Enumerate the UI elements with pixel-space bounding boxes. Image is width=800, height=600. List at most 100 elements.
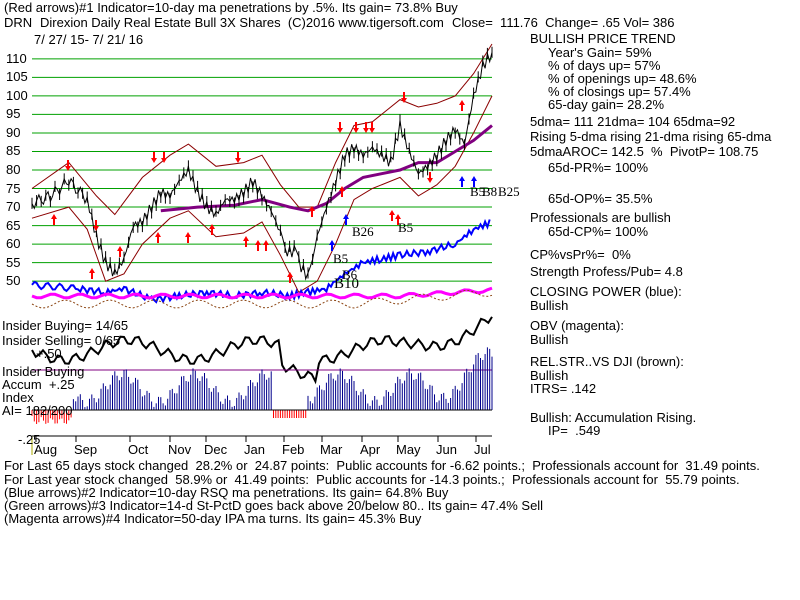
buy-arrow bbox=[459, 176, 465, 187]
buy-arrow bbox=[51, 214, 57, 225]
sell-arrow bbox=[151, 152, 157, 163]
x-month-label: Sep bbox=[74, 442, 98, 457]
insider-buying-label: Insider Buying bbox=[2, 364, 85, 379]
sell-arrow bbox=[363, 122, 369, 133]
y-tick-label: 95 bbox=[6, 106, 21, 122]
footer-magenta-arrows: (Magenta arrows)#4 Indicator=50-day IPA … bbox=[4, 511, 422, 526]
buy-arrow bbox=[243, 236, 249, 247]
y-tick-label: 110 bbox=[6, 50, 27, 66]
x-month-label: Dec bbox=[204, 442, 228, 457]
indicator-panels bbox=[31, 286, 493, 424]
y-tick-label: 80 bbox=[6, 162, 21, 177]
date-range: 7/ 27/ 15- 7/ 21/ 16 bbox=[34, 32, 144, 47]
footer-year-change: For Last year stock changed 58.9% or 41.… bbox=[4, 472, 740, 487]
y-tick-label: 70 bbox=[6, 199, 21, 215]
sell-arrow bbox=[93, 220, 99, 231]
sell-arrow bbox=[65, 160, 71, 171]
x-month-label: Jun bbox=[436, 442, 457, 457]
y-tick-label: 90 bbox=[6, 124, 21, 140]
buy-arrow bbox=[309, 206, 315, 217]
buy-arrow bbox=[255, 240, 261, 251]
y-tick-label: 55 bbox=[6, 254, 21, 270]
closing-power-value: Bullish bbox=[530, 298, 569, 313]
cp-percent: 65d-CP%= 100% bbox=[548, 224, 649, 239]
buy-arrow bbox=[389, 210, 395, 221]
moving-averages: 5dma= 111 21dma= 104 65dma=92 bbox=[530, 114, 736, 129]
buy-arrow bbox=[263, 240, 269, 251]
y-tick-label: 65 bbox=[6, 217, 21, 233]
buy-arrow bbox=[395, 214, 401, 225]
professionals-status: Professionals are bullish bbox=[530, 210, 671, 225]
buy-arrow bbox=[287, 272, 293, 283]
buy-arrow bbox=[339, 186, 345, 197]
obv-line bbox=[31, 286, 493, 300]
buy-arrow bbox=[155, 232, 161, 243]
chart-series bbox=[31, 43, 493, 304]
pr-percent: 65d-PR%= 100% bbox=[548, 160, 649, 175]
buy-arrow bbox=[209, 224, 215, 235]
x-month-label: Aug bbox=[34, 442, 58, 457]
buy-arrow bbox=[117, 246, 123, 257]
x-month-label: Feb bbox=[282, 442, 305, 457]
sell-arrow bbox=[427, 172, 433, 183]
stat-65day-gain: 65-day gain= 28.2% bbox=[548, 97, 665, 112]
annotation-b5-c: B5 bbox=[470, 184, 486, 199]
itrs-value: ITRS= .142 bbox=[530, 381, 597, 396]
closing-power-line bbox=[31, 218, 491, 304]
footer-green-arrows: (Green arrows)#3 Indicator=14-d St-PctD … bbox=[4, 498, 544, 513]
header-indicator-1: (Red arrows)#1 Indicator=10-day ma penet… bbox=[4, 0, 458, 15]
y-tick-label: 85 bbox=[6, 143, 21, 159]
obv-label: OBV (magenta): bbox=[530, 318, 624, 333]
y-tick-label: 60 bbox=[6, 236, 21, 252]
stat-days-up: % of days up= 57% bbox=[548, 58, 661, 73]
x-month-label: Jul bbox=[474, 442, 491, 457]
buy-arrow bbox=[329, 240, 335, 251]
aroc-pivot: 5dmaAROC= 142.5 % PivotP= 108.75 bbox=[530, 144, 759, 159]
cp-vs-pr: CP%vsPr%= 0% bbox=[530, 247, 631, 262]
trend-title: BULLISH PRICE TREND bbox=[530, 31, 676, 46]
annotation-b26: B26 bbox=[352, 224, 374, 239]
accumulation-status: Bullish: Accumulation Rising. bbox=[530, 410, 697, 425]
y-tick-label: 100 bbox=[6, 87, 28, 103]
buy-arrow bbox=[343, 214, 349, 225]
x-month-label: Mar bbox=[320, 442, 343, 457]
stat-openings-up: % of openings up= 48.6% bbox=[548, 71, 697, 86]
obv-value: Bullish bbox=[530, 332, 569, 347]
accum-label: Accum +.25 bbox=[2, 377, 75, 392]
annotation-b8: B8 bbox=[482, 184, 498, 199]
closing-power-label: CLOSING POWER (blue): bbox=[530, 284, 682, 299]
chart-grid bbox=[31, 58, 492, 455]
fund-name: Direxion Daily Real Estate Bull 3X Share… bbox=[40, 15, 444, 30]
y-tick-label: 50 bbox=[6, 273, 21, 289]
level-minus-25: -.25 bbox=[18, 432, 41, 447]
close-change-volume: Close= 111.76 Change= .65 Vol= 386 bbox=[452, 15, 675, 30]
relstr-line bbox=[31, 290, 493, 309]
level-plus-50: +.50 bbox=[36, 346, 62, 361]
upper-band-line bbox=[31, 43, 493, 216]
insider-selling-count: Insider Selling= 0/65 bbox=[2, 333, 121, 348]
momentum-line bbox=[31, 316, 493, 385]
footer-65day-change: For Last 65 days stock changed 28.2% or … bbox=[4, 458, 760, 473]
annotation-b6: B6 bbox=[342, 267, 358, 282]
annotation-b25: B25 bbox=[498, 184, 520, 199]
footer-blue-arrows: (Blue arrows)#2 Indicator=10-day RSQ ma … bbox=[4, 485, 449, 500]
rising-mas: Rising 5-dma rising 21-dma rising 65-dma bbox=[530, 129, 772, 144]
index-label: Index bbox=[2, 390, 34, 405]
x-month-label: May bbox=[396, 442, 421, 457]
relstr-value: Bullish bbox=[530, 368, 569, 383]
insider-buying-count: Insider Buying= 14/65 bbox=[2, 318, 129, 333]
buy-arrow bbox=[459, 100, 465, 111]
x-month-label: Nov bbox=[168, 442, 192, 457]
buy-arrow bbox=[89, 268, 95, 279]
annotation-b10: B10 bbox=[334, 276, 360, 292]
ticker: DRN bbox=[4, 15, 33, 30]
sell-arrow bbox=[337, 122, 343, 133]
x-month-label: Apr bbox=[360, 442, 381, 457]
ma65-line bbox=[160, 124, 493, 213]
x-month-label: Oct bbox=[128, 442, 149, 457]
annotation-b5-a: B5 bbox=[333, 251, 349, 266]
sell-arrow bbox=[369, 122, 375, 133]
x-month-label: Jan bbox=[244, 442, 265, 457]
y-tick-label: 105 bbox=[6, 69, 28, 85]
